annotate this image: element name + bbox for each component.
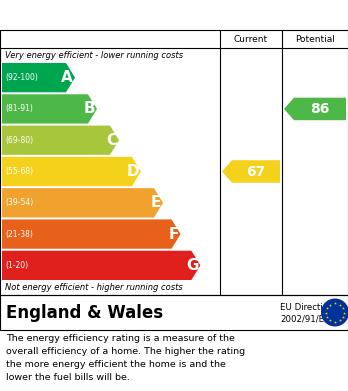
Text: 67: 67	[246, 165, 266, 179]
Circle shape	[322, 299, 348, 326]
Text: (81-91): (81-91)	[5, 104, 33, 113]
Polygon shape	[2, 188, 163, 217]
Text: C: C	[106, 133, 117, 148]
Text: G: G	[186, 258, 198, 273]
Text: (1-20): (1-20)	[5, 261, 28, 270]
Text: 86: 86	[310, 102, 330, 116]
Text: E: E	[151, 195, 161, 210]
Text: Potential: Potential	[295, 34, 335, 43]
Text: (55-68): (55-68)	[5, 167, 33, 176]
Polygon shape	[222, 160, 280, 183]
Text: (39-54): (39-54)	[5, 198, 33, 207]
Text: F: F	[168, 226, 179, 242]
Text: (69-80): (69-80)	[5, 136, 33, 145]
Polygon shape	[2, 219, 181, 249]
Polygon shape	[2, 126, 119, 155]
Text: B: B	[84, 101, 95, 117]
Polygon shape	[284, 98, 346, 120]
Text: The energy efficiency rating is a measure of the
overall efficiency of a home. T: The energy efficiency rating is a measur…	[6, 334, 245, 382]
Text: England & Wales: England & Wales	[6, 303, 163, 321]
Polygon shape	[2, 63, 75, 92]
Polygon shape	[2, 94, 97, 124]
Text: A: A	[61, 70, 73, 85]
Text: Not energy efficient - higher running costs: Not energy efficient - higher running co…	[5, 283, 183, 292]
Text: D: D	[126, 164, 139, 179]
Text: Very energy efficient - lower running costs: Very energy efficient - lower running co…	[5, 50, 183, 59]
Text: Current: Current	[234, 34, 268, 43]
Polygon shape	[2, 157, 141, 186]
Text: (21-38): (21-38)	[5, 230, 33, 239]
Text: Energy Efficiency Rating: Energy Efficiency Rating	[8, 7, 218, 23]
Polygon shape	[2, 251, 200, 280]
Text: (92-100): (92-100)	[5, 73, 38, 82]
Text: EU Directive: EU Directive	[280, 303, 333, 312]
Text: 2002/91/EC: 2002/91/EC	[280, 315, 330, 324]
